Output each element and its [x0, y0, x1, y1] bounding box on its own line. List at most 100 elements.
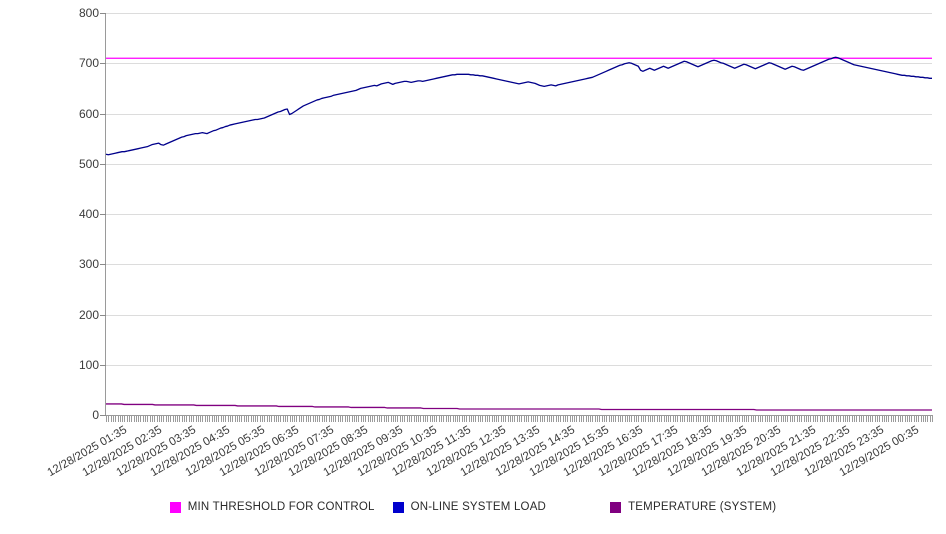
minor-tick: [865, 416, 867, 422]
minor-tick: [780, 416, 782, 422]
minor-tick: [227, 416, 229, 422]
minor-tick: [255, 416, 257, 422]
minor-tick: [702, 416, 704, 422]
minor-tick: [181, 416, 183, 422]
minor-tick: [505, 416, 507, 422]
minor-tick: [128, 416, 130, 422]
minor-tick: [133, 416, 135, 422]
minor-tick: [544, 416, 546, 422]
y-axis-label: 100: [78, 357, 99, 372]
minor-tick: [307, 416, 309, 422]
minor-tick: [911, 416, 913, 422]
minor-tick: [147, 416, 149, 422]
minor-tick: [757, 416, 759, 422]
minor-tick: [218, 416, 220, 422]
minor-tick: [718, 416, 720, 422]
minor-tick: [801, 416, 803, 422]
minor-tick: [881, 416, 883, 422]
gridline: [106, 314, 932, 316]
minor-tick: [234, 416, 236, 422]
minor-tick: [337, 416, 339, 422]
minor-tick: [819, 416, 821, 422]
minor-tick: [473, 416, 475, 422]
minor-tick: [562, 416, 564, 422]
legend-item[interactable]: ON-LINE SYSTEM LOAD: [392, 501, 547, 513]
minor-tick: [406, 416, 408, 422]
minor-tick: [654, 416, 656, 422]
minor-tick: [131, 416, 133, 422]
minor-tick: [597, 416, 598, 422]
minor-tick: [358, 416, 360, 422]
minor-tick: [704, 416, 706, 422]
y-axis-tick: [100, 214, 106, 215]
minor-tick: [445, 416, 447, 422]
legend-label: MIN THRESHOLD FOR CONTROL: [187, 501, 375, 513]
minor-tick: [285, 416, 286, 422]
minor-tick: [695, 416, 697, 422]
chart-legend: MIN THRESHOLD FOR CONTROL ON-LINE SYSTEM …: [0, 496, 946, 518]
minor-tick: [385, 416, 387, 422]
minor-tick: [427, 416, 429, 422]
minor-tick: [126, 416, 128, 422]
minor-tick: [613, 416, 615, 422]
minor-tick: [794, 416, 796, 422]
minor-tick: [592, 416, 594, 422]
minor-tick: [858, 416, 860, 422]
minor-tick: [714, 416, 715, 422]
minor-tick: [450, 416, 452, 422]
minor-tick: [512, 416, 514, 422]
minor-tick: [902, 416, 904, 422]
gridline: [106, 364, 932, 366]
minor-tick: [920, 416, 922, 422]
legend-label: ON-LINE SYSTEM LOAD: [410, 501, 547, 513]
minor-tick: [677, 416, 679, 422]
minor-tick: [840, 416, 842, 422]
minor-tick: [154, 416, 156, 422]
minor-tick: [268, 416, 270, 422]
minor-tick: [415, 416, 417, 422]
minor-tick: [539, 416, 541, 422]
minor-tick: [367, 416, 369, 422]
minor-tick: [489, 416, 491, 422]
minor-tick: [688, 416, 690, 422]
series-layer: [106, 13, 932, 415]
minor-tick: [922, 416, 924, 422]
minor-tick: [509, 416, 511, 422]
minor-tick: [558, 416, 559, 422]
minor-tick: [330, 416, 332, 422]
y-axis-label: 800: [78, 6, 99, 20]
minor-tick: [360, 416, 362, 422]
minor-tick: [376, 416, 378, 422]
minor-tick: [640, 416, 642, 422]
minor-tick: [388, 416, 390, 422]
series-line: [106, 57, 932, 154]
minor-tick: [340, 416, 341, 422]
minor-tick: [769, 416, 771, 422]
minor-tick: [232, 416, 234, 422]
minor-tick: [470, 416, 472, 422]
minor-tick: [379, 416, 380, 422]
minor-tick: [652, 416, 654, 422]
minor-tick: [615, 416, 617, 422]
minor-tick: [119, 416, 121, 422]
minor-tick: [867, 416, 869, 422]
minor-tick: [672, 416, 674, 422]
y-axis-tick: [100, 163, 106, 165]
minor-tick: [789, 416, 791, 422]
legend-item[interactable]: TEMPERATURE (SYSTEM): [610, 501, 776, 513]
minor-tick: [870, 416, 872, 422]
y-axis-label: 500: [78, 156, 99, 171]
minor-tick: [555, 416, 557, 422]
minor-tick: [174, 416, 176, 422]
minor-tick: [727, 416, 729, 422]
legend-item[interactable]: MIN THRESHOLD FOR CONTROL: [169, 501, 375, 513]
minor-tick: [243, 416, 245, 422]
minor-tick: [149, 416, 151, 422]
gridline: [106, 113, 932, 115]
minor-tick: [436, 416, 438, 422]
minor-tick: [766, 416, 768, 422]
minor-tick: [314, 416, 316, 422]
minor-tick: [200, 416, 202, 422]
minor-tick: [443, 416, 445, 422]
minor-tick: [108, 416, 110, 422]
